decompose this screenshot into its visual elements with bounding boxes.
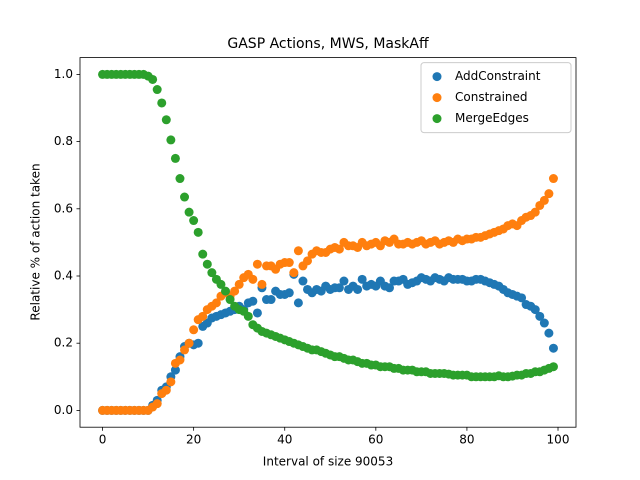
- scatter-point: [353, 284, 363, 294]
- scatter-point: [148, 74, 158, 84]
- scatter-point: [180, 345, 190, 355]
- plot-frame: [79, 57, 577, 428]
- scatter-point: [175, 355, 185, 365]
- x-tick-label: 0: [99, 433, 107, 447]
- scatter-point: [539, 318, 549, 328]
- scatter-point: [530, 305, 540, 315]
- scatter-point: [193, 338, 203, 348]
- legend-marker: [432, 93, 442, 103]
- x-tick-label: 20: [186, 433, 201, 447]
- legend-marker: [432, 114, 442, 124]
- scatter-point: [166, 377, 176, 387]
- scatter-point: [535, 311, 545, 321]
- scatter-point: [184, 207, 194, 217]
- scatter-point: [248, 274, 258, 284]
- scatter-point: [293, 298, 303, 308]
- y-tick-label: 1.0: [54, 67, 73, 81]
- scatter-point: [170, 365, 180, 375]
- scatter-point: [243, 311, 253, 321]
- scatter-point: [284, 288, 294, 298]
- scatter-point: [157, 98, 167, 108]
- y-tick-label: 0.6: [54, 201, 73, 215]
- scatter-point: [170, 153, 180, 163]
- scatter-point: [189, 216, 199, 226]
- scatter-point: [298, 276, 308, 286]
- scatter-point: [193, 227, 203, 237]
- scatter-point: [289, 268, 299, 278]
- scatter-point: [152, 85, 162, 95]
- y-tick-label: 0.8: [54, 134, 73, 148]
- scatter-point: [334, 283, 344, 293]
- scatter-point: [548, 343, 558, 353]
- scatter-point: [161, 385, 171, 395]
- legend-label: Constrained: [455, 90, 528, 104]
- scatter-point: [225, 295, 235, 305]
- scatter-point: [180, 192, 190, 202]
- scatter-point: [334, 244, 344, 254]
- scatter-point: [539, 195, 549, 205]
- scatter-point: [152, 399, 162, 409]
- scatter-point: [184, 338, 194, 348]
- y-axis-label: Relative % of action taken: [29, 163, 43, 320]
- scatter-point: [166, 135, 176, 145]
- scatter-point: [248, 296, 258, 306]
- scatter-point: [175, 174, 185, 184]
- scatter-point: [198, 249, 208, 259]
- scatter-point: [216, 279, 226, 289]
- scatter-point: [252, 259, 262, 269]
- scatter-point: [234, 279, 244, 289]
- legend-box: [420, 62, 572, 134]
- scatter-point: [384, 283, 394, 293]
- x-tick-label: 80: [459, 433, 474, 447]
- x-tick-label: 60: [368, 433, 383, 447]
- scatter-point: [189, 325, 199, 335]
- scatter-point: [517, 293, 527, 303]
- y-tick-label: 0.0: [54, 403, 73, 417]
- scatter-point: [211, 298, 221, 308]
- scatter-point: [207, 268, 217, 278]
- x-axis-label: Interval of size 90053: [263, 455, 393, 469]
- scatter-point: [252, 308, 262, 318]
- x-tick-label: 100: [547, 433, 570, 447]
- scatter-point: [202, 259, 212, 269]
- scatter-point: [284, 258, 294, 268]
- scatter-point: [544, 328, 554, 338]
- legend-marker: [432, 72, 442, 82]
- scatter-point: [221, 286, 231, 296]
- chart-title: GASP Actions, MWS, MaskAff: [227, 36, 429, 52]
- scatter-point: [198, 311, 208, 321]
- y-tick-label: 0.2: [54, 336, 73, 350]
- scatter-point: [530, 207, 540, 217]
- scatter-point: [544, 189, 554, 199]
- scatter-point: [339, 276, 349, 286]
- legend-label: MergeEdges: [455, 111, 529, 125]
- legend-label: AddConstraint: [455, 69, 541, 83]
- y-tick-label: 0.4: [54, 269, 73, 283]
- scatter-point: [357, 274, 367, 284]
- scatter-point: [303, 256, 313, 266]
- scatter-point: [161, 115, 171, 125]
- scatter-point: [548, 174, 558, 184]
- scatter-point: [257, 279, 267, 289]
- scatter-point: [548, 362, 558, 372]
- scatter-point: [266, 295, 276, 305]
- scatter-point: [230, 286, 240, 296]
- scatter-point: [293, 246, 303, 256]
- x-tick-label: 40: [277, 433, 292, 447]
